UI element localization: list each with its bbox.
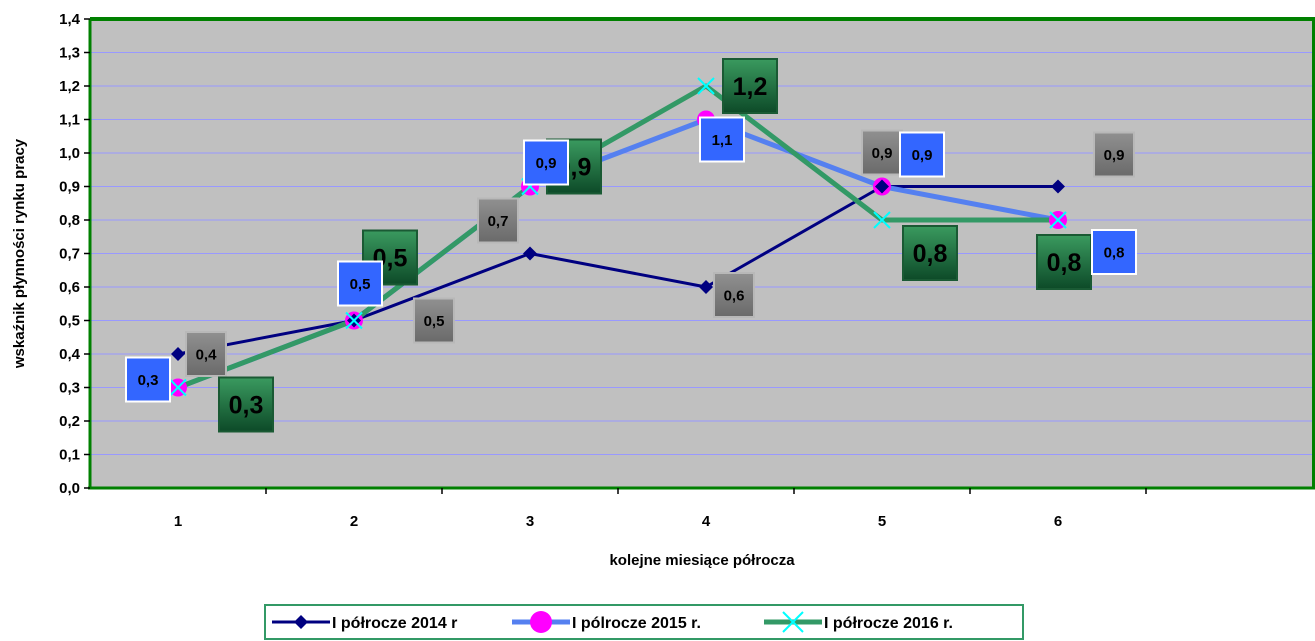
series-3-point-stroke <box>697 77 715 95</box>
y-tick-label: 0,7 <box>59 246 80 263</box>
legend-item-3: I półrocze 2016 r. <box>764 611 953 633</box>
x-tick-label: 6 <box>1054 513 1062 530</box>
x-axis-title: kolejne miesiące półrocza <box>609 552 795 569</box>
series-2-label-box <box>337 260 383 307</box>
series-1-point <box>1051 179 1065 194</box>
series-1-point <box>699 280 713 294</box>
series-1-label-box <box>477 197 519 244</box>
legend-marker <box>294 615 308 629</box>
y-tick-label: 1,3 <box>59 45 80 62</box>
x-tick-label: 5 <box>878 513 886 530</box>
series-2-data-label: 0,5 <box>350 276 371 293</box>
series-3-label-box <box>218 376 274 433</box>
y-tick-label: 0,1 <box>59 447 80 464</box>
y-axis-title: wskaźnik płynności rynku pracy <box>11 138 28 369</box>
series-3-point <box>345 311 363 330</box>
series-3-data-label: 0,3 <box>229 392 264 420</box>
legend <box>264 604 1024 640</box>
legend-item-2: I pólrocze 2015 r. <box>512 611 701 633</box>
series-1-label-box <box>861 129 903 176</box>
series-1-data-label: 0,5 <box>424 313 445 330</box>
series-3-point-stroke <box>1049 211 1067 229</box>
series-1-label-box <box>413 297 455 344</box>
legend-label: I półrocze 2016 r. <box>824 615 953 632</box>
series-1-label-box <box>1093 131 1135 178</box>
series-3-label-box <box>902 225 958 281</box>
series-3-point <box>169 378 187 397</box>
series-line-3 <box>177 83 1058 390</box>
y-tick-label: 1,4 <box>59 11 81 28</box>
series-1-point <box>523 246 537 261</box>
series-3-point <box>697 77 715 95</box>
y-tick-label: 1,2 <box>59 78 80 95</box>
legend-marker <box>530 611 552 633</box>
series-3-data-label: 0,8 <box>913 240 948 268</box>
series-2-label-box <box>1091 229 1137 275</box>
x-tick-label: 1 <box>174 513 182 530</box>
series-2-data-label: 0,9 <box>536 155 557 172</box>
y-tick-label: 0,8 <box>59 212 80 229</box>
x-tick-label: 2 <box>350 513 358 530</box>
series-1-data-label: 0,9 <box>872 145 893 162</box>
series-3-point <box>1049 211 1067 229</box>
y-tick-label: 0,4 <box>59 346 81 363</box>
series-3-data-label: 0,8 <box>1047 249 1082 277</box>
series-3-point-stroke <box>873 211 891 229</box>
y-tick-label: 0,2 <box>59 413 80 430</box>
series-2-data-label: 0,3 <box>138 372 159 389</box>
series-3-point <box>873 211 891 229</box>
series-3-point-stroke <box>345 311 363 330</box>
series-2-label-box <box>523 139 569 186</box>
series-1-data-label: 0,9 <box>1104 147 1125 164</box>
series-1-label-box <box>713 272 755 318</box>
series-2-label-box <box>899 131 945 178</box>
x-tick-label: 4 <box>702 513 711 530</box>
series-line-1 <box>177 185 1058 356</box>
legend-marker <box>782 611 804 633</box>
series-3-point-stroke <box>169 378 187 397</box>
y-tick-label: 0,6 <box>59 279 80 296</box>
legend-marker-stroke <box>782 611 804 633</box>
series-1-data-label: 0,6 <box>724 287 745 304</box>
series-1-data-label: 0,7 <box>488 213 509 230</box>
series-1-point <box>171 347 185 361</box>
series-2-data-label: 0,8 <box>1104 244 1125 261</box>
series-1-point <box>875 179 889 194</box>
series-2-label-box <box>699 116 745 163</box>
y-tick-label: 0,0 <box>59 480 80 497</box>
series-2-data-label: 0,9 <box>912 147 933 164</box>
series-2-data-label: 1,1 <box>712 132 733 149</box>
series-1-label-box <box>185 331 227 377</box>
series-3-data-label: 1,2 <box>733 73 768 101</box>
y-tick-label: 0,3 <box>59 380 80 397</box>
y-tick-label: 1,1 <box>59 112 80 129</box>
y-tick-label: 0,5 <box>59 313 80 330</box>
y-tick-label: 1,0 <box>59 145 80 162</box>
legend-label: I półrocze 2014 r <box>332 615 457 632</box>
series-2-label-box <box>125 356 171 403</box>
legend-label: I pólrocze 2015 r. <box>572 615 701 632</box>
x-tick-label: 3 <box>526 513 534 530</box>
y-tick-label: 0,9 <box>59 179 80 196</box>
series-3-label-box <box>722 58 778 114</box>
series-1-data-label: 0,4 <box>196 346 218 363</box>
legend-item-1: I półrocze 2014 r <box>272 615 457 632</box>
